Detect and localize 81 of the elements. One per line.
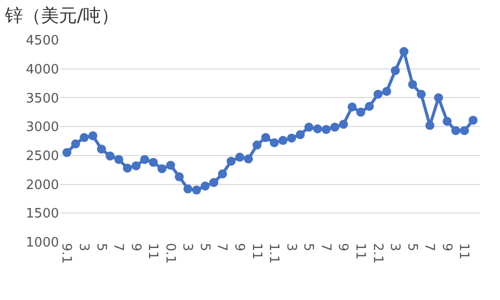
point [218, 169, 227, 178]
x-tick-label: 0.1 [162, 243, 178, 264]
x-tick-label: 9 [232, 243, 247, 252]
point [313, 124, 322, 134]
x-tick-label: 7 [214, 243, 230, 252]
x-tick-label: 3 [387, 243, 402, 252]
point [296, 130, 305, 140]
point [390, 66, 400, 76]
x-tick-label: 2.1 [370, 243, 385, 264]
y-tick-label: 1500 [26, 206, 59, 222]
point [304, 122, 314, 132]
point [468, 116, 478, 125]
point [200, 182, 210, 191]
y-tick-label: 3000 [26, 120, 59, 136]
point [132, 161, 141, 170]
x-tick-label: 11 [352, 243, 368, 260]
y-tick-label: 4500 [26, 34, 59, 49]
x-tick-label: 7 [110, 243, 126, 252]
x-tick-label: 9 [438, 243, 454, 252]
x-tick-label: 3 [283, 243, 298, 252]
point [322, 124, 331, 134]
point [88, 131, 98, 140]
y-tick-label: 4000 [26, 62, 59, 78]
point [183, 184, 192, 194]
x-tick-label: 5 [196, 243, 212, 252]
point [425, 120, 434, 130]
x-tick-label: 5 [93, 243, 108, 252]
point [71, 139, 80, 148]
point [157, 164, 166, 174]
point [209, 178, 218, 188]
point [270, 138, 279, 148]
point [287, 134, 296, 143]
x-tick-label: 9.1 [58, 243, 74, 264]
point [148, 158, 158, 167]
point [399, 47, 408, 56]
point [451, 126, 460, 136]
point [62, 148, 72, 158]
point [174, 172, 184, 182]
x-tick-label: 1.1 [266, 243, 282, 264]
point [96, 144, 106, 154]
point [330, 122, 340, 132]
point [356, 108, 366, 117]
point [235, 152, 244, 162]
point [106, 152, 115, 161]
x-tick-label: 11 [248, 243, 264, 260]
point [382, 86, 392, 96]
x-tick-label: 7 [318, 243, 333, 252]
point [416, 90, 426, 99]
point [261, 133, 270, 142]
x-tick-label: 11 [145, 243, 160, 260]
point [192, 186, 202, 195]
point [348, 102, 357, 112]
chart-title: 锌（美元/吨） [4, 6, 120, 27]
x-tick-label: 3 [180, 243, 195, 252]
x-tick-label: 5 [300, 243, 316, 252]
x-tick-label: 11 [456, 243, 472, 260]
x-tick-label: 9 [335, 243, 350, 252]
point [408, 80, 418, 89]
point [338, 120, 348, 129]
point [80, 133, 89, 142]
point [166, 160, 176, 170]
y-tick-label: 3500 [26, 91, 59, 106]
y-tick-label: 2000 [26, 178, 59, 193]
point [460, 126, 469, 136]
y-tick-label: 1000 [26, 236, 59, 251]
x-tick-label: 9 [128, 243, 143, 252]
point [442, 116, 452, 126]
point [122, 164, 132, 173]
point [364, 102, 374, 111]
point [114, 154, 124, 164]
x-tick-label: 5 [404, 243, 420, 252]
point [278, 136, 288, 145]
x-tick-label: 7 [422, 243, 437, 252]
point [434, 93, 444, 102]
y-tick-label: 2500 [26, 148, 59, 164]
point [140, 154, 150, 164]
point [374, 90, 383, 99]
point [244, 154, 253, 164]
x-tick-label: 3 [76, 243, 91, 252]
point [252, 140, 262, 150]
point [226, 156, 236, 166]
